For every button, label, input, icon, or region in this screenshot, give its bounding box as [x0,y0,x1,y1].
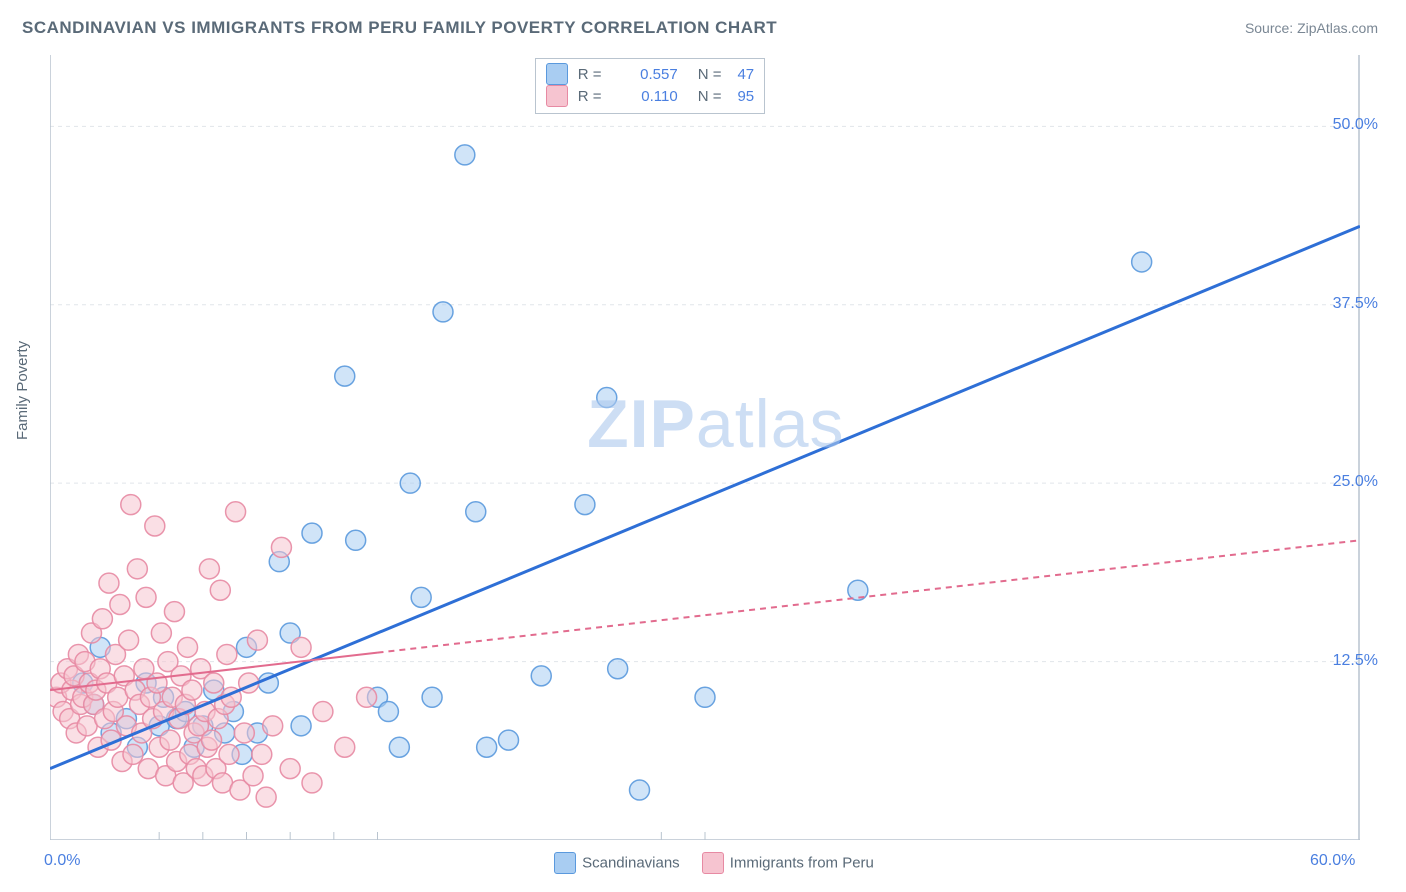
y-tick-label: 37.5% [1333,295,1378,313]
legend-stats: R =0.557N =47R =0.110N =95 [535,58,765,114]
legend-label: Immigrants from Peru [730,855,874,872]
y-tick-label: 12.5% [1333,652,1378,670]
chart-title: SCANDINAVIAN VS IMMIGRANTS FROM PERU FAM… [22,18,777,38]
source-link[interactable]: ZipAtlas.com [1297,20,1378,36]
source-label: Source: ZipAtlas.com [1245,20,1378,36]
y-axis-label: Family Poverty [14,341,31,440]
y-tick-label: 25.0% [1333,473,1378,491]
legend-series: Scandinavians Immigrants from Peru [0,852,1406,874]
legend-label: Scandinavians [582,855,680,872]
legend-swatch [554,852,576,874]
x-tick-label: 60.0% [1310,852,1355,870]
y-tick-label: 50.0% [1333,116,1378,134]
x-tick-label: 0.0% [44,852,80,870]
legend-swatch [702,852,724,874]
scatter-plot [50,55,1360,840]
